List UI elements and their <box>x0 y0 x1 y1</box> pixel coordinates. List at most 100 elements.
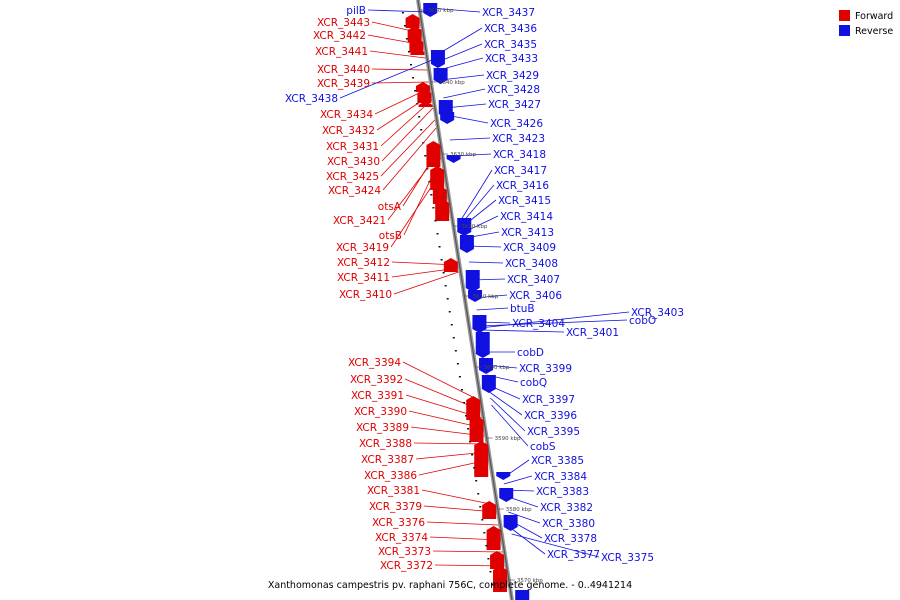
reverse-gene-arrow[interactable] <box>503 527 518 531</box>
forward-gene-arrow[interactable] <box>482 501 497 505</box>
reverse-gene-label[interactable]: XCR_3433 <box>485 53 538 65</box>
reverse-gene-label[interactable]: XCR_3423 <box>492 133 545 145</box>
forward-gene-label[interactable]: XCR_3386 <box>364 470 417 482</box>
forward-gene-label[interactable]: XCR_3379 <box>369 501 422 513</box>
forward-gene-block[interactable] <box>435 203 450 221</box>
forward-gene-arrow[interactable] <box>490 551 505 555</box>
forward-gene-arrow[interactable] <box>486 526 501 530</box>
reverse-gene-block[interactable] <box>440 112 455 120</box>
reverse-gene-label[interactable]: pilB <box>346 5 366 17</box>
reverse-gene-label[interactable]: XCR_3415 <box>498 195 551 207</box>
reverse-gene-block[interactable] <box>481 375 496 389</box>
reverse-gene-label[interactable]: XCR_3413 <box>501 227 554 239</box>
forward-gene-arrow[interactable] <box>430 166 445 170</box>
reverse-gene-label[interactable]: XCR_3383 <box>536 486 589 498</box>
reverse-gene-label[interactable]: XCR_3380 <box>542 518 595 530</box>
reverse-gene-arrow[interactable] <box>481 389 496 393</box>
reverse-gene-label[interactable]: XCR_3384 <box>534 471 587 483</box>
forward-gene-block[interactable] <box>415 86 430 92</box>
forward-gene-arrow[interactable] <box>426 141 441 145</box>
reverse-gene-block[interactable] <box>459 235 474 249</box>
reverse-gene-block[interactable] <box>433 68 448 80</box>
forward-gene-block[interactable] <box>482 505 497 519</box>
forward-gene-arrow[interactable] <box>469 416 484 420</box>
reverse-gene-label[interactable]: XCR_3395 <box>527 426 580 438</box>
forward-gene-arrow[interactable] <box>415 82 430 86</box>
forward-gene-label[interactable]: otsB <box>379 230 402 242</box>
forward-gene-label[interactable]: XCR_3440 <box>317 64 370 76</box>
reverse-gene-label[interactable]: XCR_3401 <box>566 327 619 339</box>
reverse-gene-label[interactable]: XCR_3416 <box>496 180 549 192</box>
forward-gene-arrow[interactable] <box>407 26 422 30</box>
forward-gene-arrow[interactable] <box>405 14 420 18</box>
reverse-gene-label[interactable]: cobO <box>629 315 656 327</box>
forward-gene-label[interactable]: XCR_3381 <box>367 485 420 497</box>
forward-gene-block[interactable] <box>407 30 422 42</box>
reverse-gene-arrow[interactable] <box>468 298 483 302</box>
reverse-gene-label[interactable]: XCR_3427 <box>488 99 541 111</box>
reverse-gene-label[interactable]: XCR_3377 <box>547 549 600 561</box>
forward-gene-block[interactable] <box>493 570 508 592</box>
forward-gene-label[interactable]: XCR_3411 <box>337 272 390 284</box>
forward-gene-label[interactable]: XCR_3387 <box>361 454 414 466</box>
reverse-gene-label[interactable]: XCR_3417 <box>494 165 547 177</box>
reverse-gene-label[interactable]: btuB <box>510 303 535 315</box>
forward-gene-label[interactable]: XCR_3432 <box>322 125 375 137</box>
forward-gene-arrow[interactable] <box>410 48 425 52</box>
reverse-gene-label[interactable]: XCR_3435 <box>484 39 537 51</box>
forward-gene-label[interactable]: XCR_3372 <box>380 560 433 572</box>
forward-gene-block[interactable] <box>426 145 441 167</box>
reverse-gene-label[interactable]: cobD <box>517 347 544 359</box>
forward-gene-block[interactable] <box>410 52 425 55</box>
reverse-gene-label[interactable]: cobS <box>530 441 556 453</box>
reverse-gene-arrow[interactable] <box>457 232 472 236</box>
reverse-gene-label[interactable]: cobQ <box>520 377 547 389</box>
forward-gene-label[interactable]: XCR_3424 <box>328 185 381 197</box>
forward-gene-label[interactable]: XCR_3431 <box>326 141 379 153</box>
reverse-gene-block[interactable] <box>468 290 483 298</box>
forward-gene-label[interactable]: XCR_3442 <box>313 30 366 42</box>
forward-gene-block[interactable] <box>469 420 484 442</box>
forward-gene-block[interactable] <box>474 445 489 477</box>
forward-gene-block[interactable] <box>490 555 505 569</box>
forward-gene-arrow[interactable] <box>418 101 433 105</box>
forward-gene-label[interactable]: XCR_3430 <box>327 156 380 168</box>
reverse-gene-arrow[interactable] <box>475 354 490 358</box>
forward-gene-arrow[interactable] <box>409 38 424 42</box>
reverse-gene-block[interactable] <box>515 590 530 600</box>
reverse-gene-arrow[interactable] <box>430 64 445 68</box>
forward-gene-block[interactable] <box>443 262 458 272</box>
reverse-gene-arrow[interactable] <box>479 370 494 374</box>
forward-gene-label[interactable]: XCR_3443 <box>317 17 370 29</box>
forward-gene-label[interactable]: XCR_3389 <box>356 422 409 434</box>
reverse-gene-label[interactable]: XCR_3396 <box>524 410 577 422</box>
reverse-gene-label[interactable]: XCR_3426 <box>490 118 543 130</box>
forward-gene-block[interactable] <box>409 42 424 52</box>
forward-gene-label[interactable]: XCR_3391 <box>351 390 404 402</box>
reverse-gene-label[interactable]: XCR_3414 <box>500 211 553 223</box>
reverse-gene-label[interactable]: XCR_3397 <box>522 394 575 406</box>
forward-gene-block[interactable] <box>405 18 420 28</box>
forward-gene-label[interactable]: XCR_3394 <box>348 357 401 369</box>
forward-gene-label[interactable]: otsA <box>378 201 402 213</box>
forward-gene-label[interactable]: XCR_3419 <box>336 242 389 254</box>
reverse-gene-label[interactable]: XCR_3409 <box>503 242 556 254</box>
forward-gene-label[interactable]: XCR_3421 <box>333 215 386 227</box>
forward-gene-label[interactable]: XCR_3392 <box>350 374 403 386</box>
forward-gene-arrow[interactable] <box>435 199 450 203</box>
reverse-gene-label[interactable]: XCR_3375 <box>601 552 654 564</box>
reverse-gene-arrow[interactable] <box>446 159 461 163</box>
reverse-gene-block[interactable] <box>465 270 480 288</box>
reverse-gene-label[interactable]: XCR_3385 <box>531 455 584 467</box>
reverse-gene-label[interactable]: XCR_3382 <box>540 502 593 514</box>
forward-gene-arrow[interactable] <box>493 566 508 570</box>
forward-gene-label[interactable]: XCR_3376 <box>372 517 425 529</box>
reverse-gene-block[interactable] <box>446 155 461 159</box>
forward-gene-label[interactable]: XCR_3410 <box>339 289 392 301</box>
forward-gene-label[interactable]: XCR_3388 <box>359 438 412 450</box>
reverse-gene-block[interactable] <box>479 358 494 370</box>
reverse-gene-arrow[interactable] <box>433 80 448 84</box>
reverse-gene-label[interactable]: XCR_3428 <box>487 84 540 96</box>
reverse-gene-arrow[interactable] <box>459 249 474 253</box>
reverse-gene-label[interactable]: XCR_3378 <box>544 533 597 545</box>
